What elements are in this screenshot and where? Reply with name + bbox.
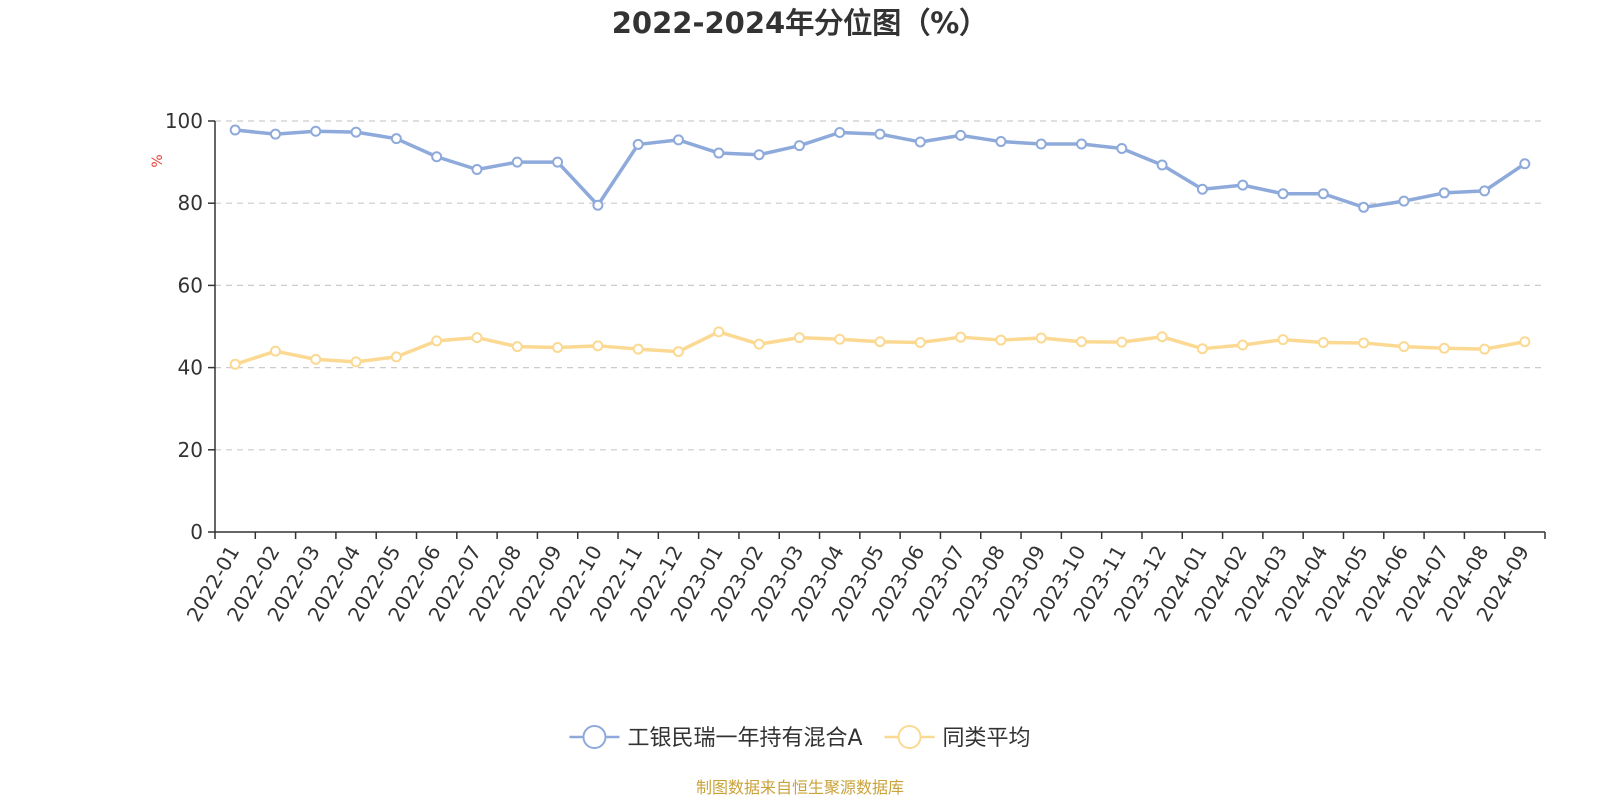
data-point[interactable] (310, 125, 322, 137)
legend-circle-marker (897, 725, 922, 749)
data-point[interactable] (1438, 187, 1450, 199)
data-point[interactable] (834, 333, 846, 345)
data-point[interactable] (1317, 337, 1329, 349)
legend-circle-marker (582, 725, 607, 749)
data-point[interactable] (1277, 188, 1289, 200)
data-point[interactable] (350, 126, 362, 138)
data-point[interactable] (793, 332, 805, 344)
data-point[interactable] (350, 356, 362, 368)
legend[interactable]: 工银民瑞一年持有混合A 同类平均 (569, 725, 1031, 751)
data-point[interactable] (1196, 183, 1208, 195)
grid-lines (215, 120, 1545, 451)
source-footnote: 制图数据来自恒生聚源数据库 (696, 778, 904, 797)
data-point[interactable] (914, 337, 926, 349)
data-point[interactable] (431, 335, 443, 347)
y-tick-label: 100 (165, 109, 203, 133)
data-point[interactable] (269, 345, 281, 357)
data-point[interactable] (1156, 159, 1168, 171)
data-point[interactable] (1438, 342, 1450, 354)
data-point[interactable] (471, 163, 483, 175)
data-point[interactable] (1076, 138, 1088, 150)
data-point[interactable] (793, 140, 805, 152)
legend-item-1[interactable]: 工银民瑞一年持有混合A (569, 725, 863, 751)
data-point[interactable] (310, 353, 322, 365)
data-point[interactable] (995, 334, 1007, 346)
series-1 (229, 124, 1531, 213)
y-tick-label: 40 (178, 356, 203, 380)
data-point[interactable] (1519, 158, 1531, 170)
data-point[interactable] (229, 358, 241, 370)
data-point[interactable] (1035, 332, 1047, 344)
series-2 (229, 326, 1531, 370)
data-point[interactable] (592, 199, 604, 211)
data-point[interactable] (1116, 143, 1128, 155)
data-point[interactable] (269, 128, 281, 140)
legend-label: 同类平均 (943, 726, 1031, 751)
series-line-1 (233, 128, 1527, 210)
data-point[interactable] (1479, 343, 1491, 355)
data-point[interactable] (753, 338, 765, 350)
data-point[interactable] (390, 133, 402, 145)
data-point[interactable] (1156, 331, 1168, 343)
data-point[interactable] (713, 326, 725, 338)
data-point[interactable] (672, 346, 684, 358)
data-point[interactable] (1237, 179, 1249, 191)
data-point[interactable] (471, 332, 483, 344)
legend-label: 工银民瑞一年持有混合A (627, 726, 862, 751)
data-point[interactable] (1076, 336, 1088, 348)
data-point[interactable] (874, 336, 886, 348)
data-point[interactable] (955, 129, 967, 141)
data-point[interactable] (229, 124, 241, 136)
data-point[interactable] (1277, 334, 1289, 346)
data-point[interactable] (1116, 336, 1128, 348)
data-point[interactable] (511, 156, 523, 168)
data-point[interactable] (1479, 185, 1491, 197)
data-point[interactable] (955, 331, 967, 343)
y-tick-label: 20 (178, 438, 203, 462)
data-point[interactable] (1358, 337, 1370, 349)
legend-item-2[interactable]: 同类平均 (884, 725, 1031, 751)
data-point[interactable] (1358, 201, 1370, 213)
data-point[interactable] (672, 134, 684, 146)
chart-title: 2022-2024年分位图（%） (611, 6, 989, 40)
data-point[interactable] (511, 341, 523, 353)
data-point[interactable] (914, 136, 926, 148)
data-point[interactable] (1237, 339, 1249, 351)
y-tick-label: 0 (190, 520, 203, 544)
data-point[interactable] (753, 149, 765, 161)
data-point[interactable] (874, 128, 886, 140)
data-point[interactable] (995, 136, 1007, 148)
y-axis-unit-label: % (150, 154, 166, 167)
data-point[interactable] (431, 151, 443, 163)
data-point[interactable] (552, 341, 564, 353)
data-point[interactable] (1196, 343, 1208, 355)
data-point[interactable] (1317, 188, 1329, 200)
y-tick-label: 80 (178, 191, 203, 215)
data-point[interactable] (592, 340, 604, 352)
data-point[interactable] (834, 127, 846, 139)
data-point[interactable] (1035, 138, 1047, 150)
data-point[interactable] (1519, 336, 1531, 348)
data-point[interactable] (1398, 195, 1410, 207)
data-point[interactable] (1398, 341, 1410, 353)
data-point[interactable] (552, 156, 564, 168)
data-point[interactable] (390, 351, 402, 363)
data-point[interactable] (713, 147, 725, 159)
series-layer (229, 124, 1531, 370)
data-point[interactable] (632, 138, 644, 150)
y-tick-label: 60 (178, 273, 203, 297)
data-point[interactable] (632, 343, 644, 355)
